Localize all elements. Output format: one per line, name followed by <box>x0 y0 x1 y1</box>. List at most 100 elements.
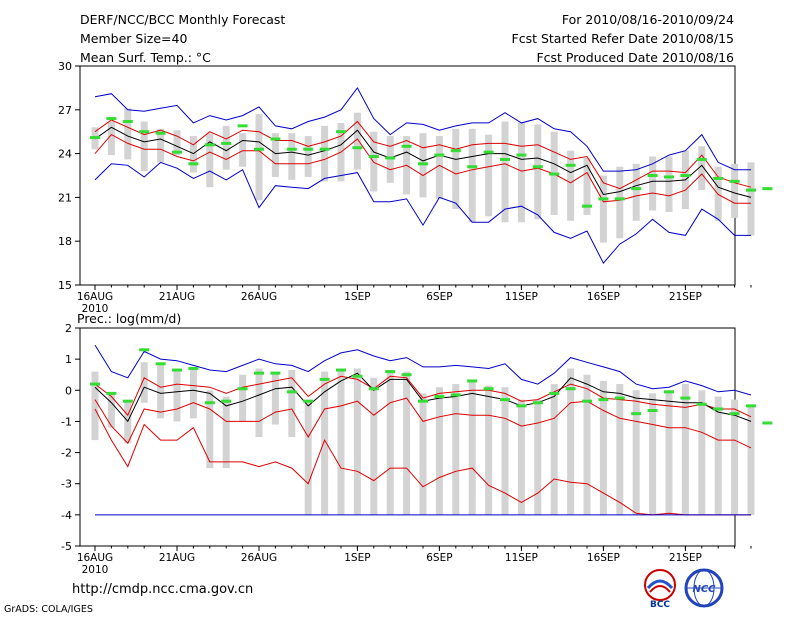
prec-ensemble-box <box>599 380 607 515</box>
temp-ytick-label: 18 <box>58 235 72 248</box>
prec-ensemble-box <box>140 362 148 403</box>
prec-ensemble-box <box>304 399 312 515</box>
prec-ytick-label: -1 <box>61 415 72 428</box>
prec-ensemble-box <box>321 371 329 515</box>
prec-ensemble-box <box>222 396 230 469</box>
temp-ensemble-box <box>288 133 296 180</box>
prec-ensemble-box <box>288 370 296 437</box>
temp-ensemble-box <box>501 121 509 223</box>
prec-ensemble-box <box>714 396 722 515</box>
prec-xtick-label: 11SEP <box>505 552 538 564</box>
prec-ensemble-box <box>665 390 673 515</box>
temp-ensemble-box <box>665 156 673 212</box>
temp-ytick-label: 30 <box>58 60 72 73</box>
temp-ensemble-box <box>107 121 115 156</box>
prec-ytick-label: 0 <box>65 384 72 397</box>
prec-ytick-label: -3 <box>61 478 72 491</box>
temp-ensemble-box <box>157 128 165 163</box>
prec-ensemble-box <box>337 368 345 515</box>
temp-ensemble-box <box>304 136 312 177</box>
prec-xtick-label: 21SEP <box>669 552 702 564</box>
prec-ensemble-box <box>681 384 689 515</box>
prec-ensemble-box <box>485 385 493 515</box>
prec-xtick-label: 16SEP <box>587 552 620 564</box>
prec-ytick-label: 2 <box>65 322 72 335</box>
temp-ensemble-box <box>698 146 706 191</box>
ncc-logo-text: NCC <box>692 584 716 595</box>
prec-series-lower <box>94 397 752 449</box>
prec-xtick-label: 1SEP <box>344 552 370 564</box>
temp-series-lower <box>94 133 751 204</box>
chart-title: DERF/NCC/BCC Monthly Forecast <box>80 12 286 27</box>
prec-ytick-label: -2 <box>61 447 72 460</box>
prec-ensemble-box <box>435 387 443 515</box>
prec-ensemble-box <box>616 384 624 515</box>
temp-ensemble-box <box>271 133 279 177</box>
prec-ensemble-box <box>452 384 460 515</box>
temp-ytick-label: 15 <box>58 279 72 292</box>
ncc-logo: NCC <box>684 568 724 608</box>
prec-ensemble-box <box>419 393 427 515</box>
temp-ensemble-box <box>616 166 624 239</box>
temp-ensemble-box <box>255 114 263 201</box>
prec-xtick-label: 6SEP <box>426 552 452 564</box>
prec-ensemble-box <box>157 365 165 419</box>
temp-xtick-label: 16SEP <box>587 291 620 303</box>
prec-series-max <box>94 344 752 396</box>
temp-series-upper <box>94 119 752 190</box>
prec-ensemble-box <box>731 399 739 515</box>
grads-credit: GrADS: COLA/IGES <box>4 604 93 615</box>
prec-ensemble-box <box>107 393 115 428</box>
temp-xtick-label: 21AUG <box>159 291 195 303</box>
temp-ensemble-box <box>747 162 755 236</box>
temp-xtick-label: 21SEP <box>669 291 702 303</box>
prec-ensemble-box <box>583 374 591 515</box>
temp-xtick-year: 2010 <box>82 303 109 315</box>
prec-ytick-label: 1 <box>65 353 72 366</box>
temp-xtick-label: 1SEP <box>344 291 370 303</box>
prec-ensemble-box <box>632 390 640 515</box>
temp-series-max <box>94 86 751 172</box>
prec-ytick-label: -4 <box>61 509 72 522</box>
temp-ensemble-box <box>140 121 148 172</box>
temp-xtick-label: 11SEP <box>505 291 538 303</box>
temp-ensemble-box <box>173 130 181 156</box>
temp-ensemble-box <box>321 125 329 182</box>
temp-ensemble-box <box>452 128 460 210</box>
temp-ensemble-box <box>517 122 525 223</box>
prec-ensemble-box <box>550 384 558 515</box>
temp-ensemble-box <box>468 128 476 223</box>
prec-ensemble-box <box>255 368 263 437</box>
temp-ensemble-box <box>534 124 542 220</box>
prec-ensemble-box <box>271 371 279 425</box>
prec-ensemble-box <box>468 380 476 515</box>
prec-ensemble-box <box>91 371 99 441</box>
prec-ensemble-box <box>173 371 181 422</box>
prec-series-upper <box>94 375 752 418</box>
prec-ensemble-box <box>517 399 525 515</box>
prec-xtick-year: 2010 <box>82 564 109 576</box>
footer-url[interactable]: http://cmdp.ncc.cma.gov.cn <box>72 582 254 597</box>
temp-ensemble-box <box>649 156 657 211</box>
prec-ensemble-box <box>747 405 755 515</box>
prec-ensemble-box <box>534 399 542 515</box>
prec-xtick-label: 21AUG <box>159 552 195 564</box>
temp-xtick-label: 16AUG <box>77 291 113 303</box>
bcc-logo: BCC <box>644 569 676 608</box>
temp-ytick-label: 27 <box>58 104 72 117</box>
fcst-started-label: Fcst Started Refer Date 2010/08/15 <box>511 31 735 46</box>
member-size-label: Member Size=40 <box>80 31 188 46</box>
prec-ytick-label: -5 <box>61 540 72 553</box>
temp-ensemble-box <box>599 175 607 243</box>
temp-ensemble-box <box>206 133 214 188</box>
temp-ensemble-box <box>435 136 443 199</box>
prec-ensemble-box <box>206 390 214 469</box>
temp-ensemble-box <box>485 134 493 217</box>
prec-xtick-label: 26AUG <box>241 552 277 564</box>
temp-ensemble-box <box>567 150 575 221</box>
prec-ensemble-box <box>649 393 657 515</box>
temp-ensemble-box <box>239 133 247 167</box>
